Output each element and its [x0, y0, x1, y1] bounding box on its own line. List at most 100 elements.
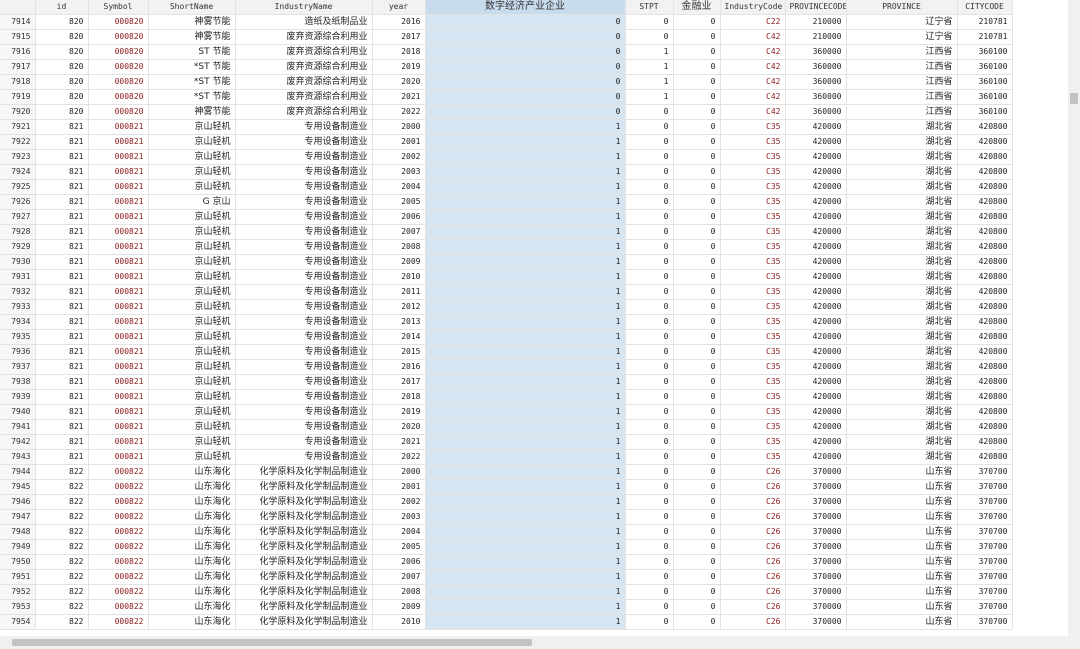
cell: 000821 — [88, 344, 149, 360]
column-header[interactable]: 数字经济产业企业 — [425, 0, 626, 15]
cell: 420800 — [957, 149, 1013, 165]
cell: 湖北省 — [846, 269, 958, 285]
column-header[interactable]: PROVINCE — [846, 0, 958, 15]
cell: 湖北省 — [846, 239, 958, 255]
cell: 370000 — [785, 614, 847, 630]
column-header[interactable]: ShortName — [148, 0, 236, 15]
horizontal-scrollbar[interactable] — [0, 636, 1080, 649]
cell: 000820 — [88, 59, 149, 75]
row-number: 7925 — [0, 179, 36, 195]
cell: 420000 — [785, 179, 847, 195]
vertical-scrollbar[interactable] — [1068, 0, 1080, 636]
cell: 0 — [673, 239, 721, 255]
cell: 0 — [673, 119, 721, 135]
cell: 0 — [673, 224, 721, 240]
cell: 000821 — [88, 419, 149, 435]
column-header[interactable]: year — [372, 0, 426, 15]
column-header[interactable]: PROVINCECODE — [785, 0, 847, 15]
scroll-thumb[interactable] — [1070, 93, 1078, 104]
row: 7920 820 000820 神雾节能 废弃资源综合利用业 2022 0 0 0 C42 3600… — [0, 104, 1013, 120]
cell: 000821 — [88, 194, 149, 210]
cell: 822 — [35, 464, 89, 480]
cell: 1 — [625, 74, 674, 90]
cell: 1 — [625, 44, 674, 60]
row-number: 7919 — [0, 89, 36, 105]
cell: 0 — [673, 494, 721, 510]
header-row: id Symbol ShortName IndustryName year 数字经济产业企… — [0, 0, 1013, 15]
cell: 0 — [625, 374, 674, 390]
cell: 专用设备制造业 — [235, 194, 373, 210]
cell: 2011 — [372, 284, 426, 300]
cell: 神雾节能 — [148, 29, 236, 45]
cell: 神雾节能 — [148, 14, 236, 30]
cell: 0 — [673, 179, 721, 195]
cell: 420000 — [785, 389, 847, 405]
cell: 1 — [425, 539, 626, 555]
cell: 1 — [425, 119, 626, 135]
cell: C26 — [720, 554, 786, 570]
cell: 360000 — [785, 104, 847, 120]
cell: 0 — [673, 464, 721, 480]
cell: 1 — [425, 329, 626, 345]
cell: 820 — [35, 89, 89, 105]
row-number: 7949 — [0, 539, 36, 555]
cell: 420000 — [785, 404, 847, 420]
cell: *ST 节能 — [148, 74, 236, 90]
cell: 2002 — [372, 149, 426, 165]
cell: 京山轻机 — [148, 374, 236, 390]
cell: 湖北省 — [846, 254, 958, 270]
cell: 湖北省 — [846, 119, 958, 135]
cell: C42 — [720, 104, 786, 120]
cell: 420800 — [957, 119, 1013, 135]
cell: 1 — [425, 569, 626, 585]
cell: 0 — [625, 554, 674, 570]
row: 7932 821 000821 京山轻机 专用设备制造业 2011 1 0 0 C35 420000… — [0, 284, 1013, 300]
row-number: 7933 — [0, 299, 36, 315]
cell: 废弃资源综合利用业 — [235, 74, 373, 90]
cell: 0 — [425, 29, 626, 45]
column-header[interactable]: IndustryCode — [720, 0, 786, 15]
scroll-thumb[interactable] — [12, 639, 532, 646]
row: 7946 822 000822 山东海化 化学原料及化学制品制造业 2002 1 0 0 C26 3… — [0, 494, 1013, 510]
row-number: 7916 — [0, 44, 36, 60]
cell: 370700 — [957, 509, 1013, 525]
cell: 370700 — [957, 494, 1013, 510]
cell: 湖北省 — [846, 134, 958, 150]
cell: 京山轻机 — [148, 269, 236, 285]
cell: 420000 — [785, 449, 847, 465]
cell: 废弃资源综合利用业 — [235, 104, 373, 120]
cell: 0 — [625, 269, 674, 285]
row-number: 7930 — [0, 254, 36, 270]
cell: C35 — [720, 284, 786, 300]
row-number: 7942 — [0, 434, 36, 450]
cell: 820 — [35, 74, 89, 90]
cell: 专用设备制造业 — [235, 119, 373, 135]
column-header[interactable]: id — [35, 0, 89, 15]
row-number: 7920 — [0, 104, 36, 120]
column-header[interactable]: 金融业 — [673, 0, 721, 15]
column-header[interactable]: CITYCODE — [957, 0, 1013, 15]
cell: 专用设备制造业 — [235, 134, 373, 150]
cell: 370700 — [957, 554, 1013, 570]
cell: C26 — [720, 464, 786, 480]
cell: 2001 — [372, 479, 426, 495]
cell: 420800 — [957, 164, 1013, 180]
cell: 2013 — [372, 314, 426, 330]
cell: 2010 — [372, 269, 426, 285]
cell: 京山轻机 — [148, 329, 236, 345]
cell: 2015 — [372, 344, 426, 360]
column-header[interactable]: STPT — [625, 0, 674, 15]
cell: 821 — [35, 119, 89, 135]
column-header[interactable]: IndustryName — [235, 0, 373, 15]
column-header[interactable]: Symbol — [88, 0, 149, 15]
cell: C35 — [720, 299, 786, 315]
cell: 山东省 — [846, 494, 958, 510]
cell: 2006 — [372, 554, 426, 570]
cell: 山东海化 — [148, 554, 236, 570]
cell: 821 — [35, 359, 89, 375]
cell: 370000 — [785, 584, 847, 600]
row: 7943 821 000821 京山轻机 专用设备制造业 2022 1 0 0 C35 420000… — [0, 449, 1013, 465]
cell: 0 — [673, 584, 721, 600]
row-number: 7943 — [0, 449, 36, 465]
cell: C35 — [720, 269, 786, 285]
